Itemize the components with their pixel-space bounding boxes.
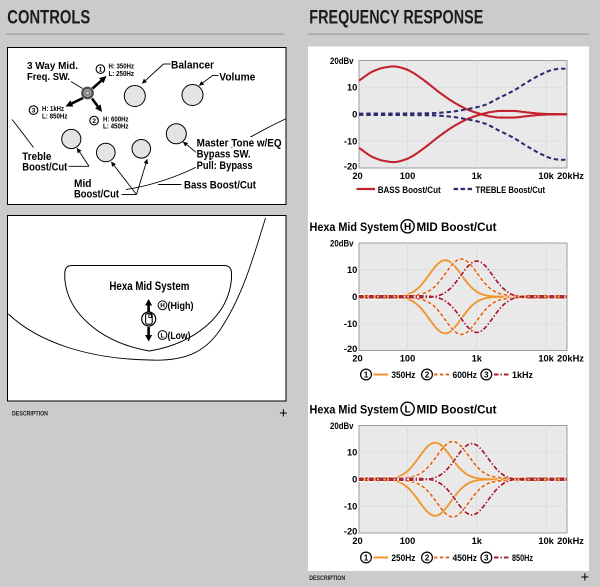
svg-text:100: 100: [400, 354, 416, 364]
svg-text:TREBLE Boost/Cut: TREBLE Boost/Cut: [476, 185, 546, 196]
svg-text:L: L: [161, 332, 165, 339]
svg-text:10: 10: [347, 83, 357, 93]
svg-text:1: 1: [364, 371, 369, 380]
svg-text:1: 1: [99, 67, 103, 74]
svg-text:Bass Boost/Cut: Bass Boost/Cut: [184, 179, 256, 191]
svg-text:H: 350Hz: H: 350Hz: [109, 64, 135, 71]
svg-text:3: 3: [484, 371, 489, 380]
svg-text:20kHz: 20kHz: [557, 354, 584, 364]
svg-text:+: +: [279, 406, 287, 422]
svg-text:10k: 10k: [538, 354, 554, 364]
svg-text:H: H: [404, 222, 411, 233]
svg-text:2: 2: [425, 554, 430, 563]
svg-text:H: 600Hz: H: 600Hz: [103, 116, 129, 123]
svg-text:3 Way Mid.: 3 Way Mid.: [27, 61, 78, 72]
svg-text:1kHz: 1kHz: [512, 369, 533, 380]
svg-text:Bypass SW.: Bypass SW.: [197, 149, 251, 161]
svg-text:-20: -20: [344, 344, 357, 354]
svg-text:Mid: Mid: [74, 178, 92, 190]
svg-text:Freq. SW.: Freq. SW.: [27, 72, 70, 83]
svg-text:-10: -10: [344, 319, 357, 329]
svg-text:3: 3: [484, 554, 489, 563]
svg-text:Treble: Treble: [22, 151, 51, 163]
svg-text:H: H: [160, 303, 165, 310]
svg-text:-20: -20: [344, 162, 357, 172]
svg-text:DESCRIPTION: DESCRIPTION: [12, 412, 48, 418]
svg-text:20dBv: 20dBv: [330, 238, 354, 248]
svg-text:20: 20: [352, 171, 362, 181]
svg-text:Boost/Cut: Boost/Cut: [22, 162, 67, 174]
svg-text:10: 10: [347, 448, 357, 458]
svg-text:20dBv: 20dBv: [330, 56, 354, 66]
svg-text:(High): (High): [168, 300, 194, 312]
svg-text:1k: 1k: [472, 354, 483, 364]
svg-text:450Hz: 450Hz: [453, 552, 478, 563]
svg-text:L: 850Hz: L: 850Hz: [42, 114, 68, 121]
svg-text:Boost/Cut: Boost/Cut: [74, 188, 119, 200]
svg-text:Hexa Mid System: Hexa Mid System: [109, 279, 189, 293]
svg-text:2: 2: [425, 371, 430, 380]
svg-text:20: 20: [352, 354, 362, 364]
svg-text:3: 3: [32, 108, 36, 115]
svg-text:850Hz: 850Hz: [512, 552, 533, 563]
svg-text:Hexa Mid System: Hexa Mid System: [310, 403, 399, 417]
svg-text:20kHz: 20kHz: [557, 536, 584, 546]
svg-text:1: 1: [364, 554, 369, 563]
svg-text:H: 1kHz: H: 1kHz: [42, 106, 64, 113]
svg-text:20: 20: [352, 536, 362, 546]
svg-text:0: 0: [352, 292, 357, 302]
svg-text:MID Boost/Cut: MID Boost/Cut: [417, 220, 497, 234]
svg-text:1k: 1k: [472, 536, 483, 546]
svg-text:600Hz: 600Hz: [453, 369, 478, 380]
svg-text:CONTROLS: CONTROLS: [7, 7, 90, 29]
svg-text:MID Boost/Cut: MID Boost/Cut: [417, 403, 497, 417]
svg-text:0: 0: [352, 110, 357, 120]
svg-text:(Low): (Low): [168, 330, 191, 342]
svg-text:Volume: Volume: [219, 71, 255, 83]
svg-text:Hexa Mid System: Hexa Mid System: [310, 220, 399, 234]
svg-text:100: 100: [400, 536, 416, 546]
svg-text:-10: -10: [344, 501, 357, 511]
svg-text:350Hz: 350Hz: [391, 369, 415, 380]
svg-text:20dBv: 20dBv: [330, 421, 354, 431]
svg-text:10k: 10k: [538, 536, 554, 546]
svg-text:+: +: [581, 570, 589, 586]
svg-text:-20: -20: [344, 527, 357, 537]
svg-text:Pull: Bypass: Pull: Bypass: [197, 160, 253, 172]
svg-text:Balancer: Balancer: [171, 59, 215, 71]
svg-text:100: 100: [400, 171, 416, 181]
svg-text:L: L: [405, 404, 411, 415]
svg-text:0: 0: [352, 475, 357, 485]
svg-text:10k: 10k: [538, 171, 554, 181]
svg-text:BASS Boost/Cut: BASS Boost/Cut: [378, 185, 442, 196]
svg-text:L: 450Hz: L: 450Hz: [103, 124, 129, 131]
svg-text:10: 10: [347, 265, 357, 275]
svg-text:FREQUENCY RESPONSE: FREQUENCY RESPONSE: [309, 7, 483, 29]
svg-text:1k: 1k: [472, 171, 483, 181]
svg-text:Master Tone w/EQ: Master Tone w/EQ: [197, 137, 282, 149]
svg-text:DESCRIPTION: DESCRIPTION: [309, 576, 345, 582]
svg-text:20kHz: 20kHz: [557, 171, 584, 181]
svg-text:2: 2: [92, 118, 96, 125]
svg-text:250Hz: 250Hz: [391, 552, 415, 563]
svg-text:-10: -10: [344, 136, 357, 146]
svg-text:L: 250Hz: L: 250Hz: [109, 71, 135, 78]
